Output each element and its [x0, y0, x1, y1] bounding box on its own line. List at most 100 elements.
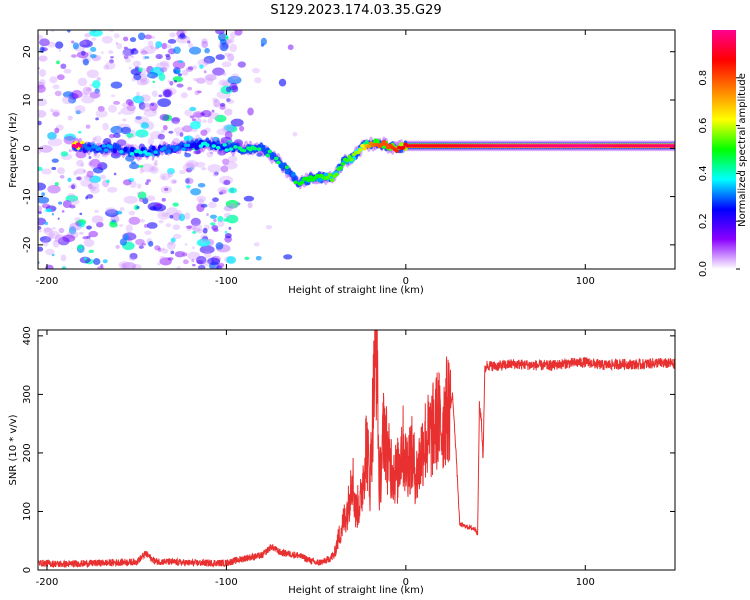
heatmap-cell: [139, 77, 150, 85]
heatmap-cell: [146, 222, 158, 229]
heatmap-cell: [46, 234, 54, 241]
heatmap-cell: [140, 50, 148, 55]
heatmap-cell: [146, 179, 151, 183]
heatmap-cell: [51, 158, 59, 163]
heatmap-cell: [224, 36, 229, 40]
snr-series-line: [38, 330, 675, 569]
heatmap-cell: [93, 152, 101, 159]
heatmap-cell: [63, 68, 72, 74]
heatmap-cell: [38, 55, 48, 62]
x-tick-label: 100: [576, 276, 595, 287]
heatmap-cell: [118, 261, 131, 269]
heatmap-cell: [195, 161, 206, 168]
heatmap-cell: [161, 247, 165, 251]
heatmap-cell: [55, 41, 64, 49]
heatmap-cell: [123, 195, 138, 204]
heatmap-cell: [189, 115, 195, 119]
x-tick-label: 0: [403, 276, 409, 287]
heatmap-cell: [142, 46, 156, 55]
heatmap-cell: [99, 174, 106, 180]
heatmap-cell: [71, 40, 75, 44]
heatmap-ridge-cell: [293, 175, 298, 183]
heatmap-ridge-cell: [224, 148, 229, 152]
heatmap-ridge-cell: [330, 178, 335, 182]
heatmap-cell: [229, 43, 238, 53]
heatmap-x-axis: -200 -100 0 100: [36, 30, 595, 287]
heatmap-cell: [173, 80, 178, 83]
heatmap-cell: [199, 236, 209, 243]
heatmap-cell: [76, 159, 84, 167]
heatmap-cell: [89, 158, 101, 167]
heatmap-cell: [62, 91, 75, 98]
heatmap-cell: [110, 125, 123, 134]
heatmap-cell: [137, 191, 147, 200]
heatmap-cell: [45, 248, 55, 256]
heatmap-cell: [136, 91, 140, 96]
heatmap-cell: [152, 80, 156, 84]
heatmap-cell: [38, 217, 47, 226]
heatmap-cell: [118, 224, 124, 227]
heatmap-cell: [125, 224, 133, 233]
heatmap-cell: [161, 212, 169, 218]
heatmap-cell: [122, 118, 127, 122]
figure-title: S129.2023.174.03.35.G29: [270, 3, 441, 18]
heatmap-cell: [212, 197, 219, 203]
heatmap-cell: [94, 88, 100, 94]
heatmap-cell: [52, 84, 60, 90]
heatmap-cell: [227, 53, 235, 62]
heatmap-ridge-cell: [338, 165, 344, 170]
heatmap-cell: [210, 222, 216, 226]
heatmap-cell: [107, 186, 118, 193]
heatmap-ridge-cell: [394, 149, 400, 153]
heatmap-cell: [260, 37, 267, 46]
heatmap-cell: [251, 67, 260, 74]
heatmap-cell: [38, 196, 50, 204]
heatmap-cell: [95, 109, 108, 118]
heatmap-cell: [77, 77, 88, 87]
heatmap-cell: [229, 82, 238, 91]
heatmap-cell: [173, 46, 181, 54]
y-tick-label: 0: [22, 567, 33, 573]
heatmap-cell: [158, 219, 164, 224]
heatmap-ridge-cell: [101, 144, 107, 148]
heatmap-cell: [197, 265, 206, 269]
heatmap-cell: [80, 92, 88, 97]
heatmap-cell: [234, 30, 243, 36]
heatmap-cell: [197, 182, 206, 188]
heatmap-cell: [125, 99, 133, 106]
heatmap-cell: [189, 166, 194, 171]
heatmap-cell: [216, 265, 223, 269]
heatmap-cell: [97, 266, 104, 269]
heatmap-cell: [202, 119, 207, 124]
heatmap-cell: [38, 34, 44, 40]
heatmap-ridge-cell: [241, 148, 247, 153]
heatmap-cell: [146, 195, 156, 202]
heatmap-cell: [224, 230, 228, 234]
heatmap-cell: [129, 252, 138, 260]
heatmap-cell: [220, 165, 229, 173]
heatmap-cell: [39, 68, 47, 77]
heatmap-cell: [185, 160, 199, 168]
heatmap-cell: [189, 106, 197, 112]
heatmap-cell: [177, 73, 182, 77]
heatmap-ridge-cell: [306, 178, 311, 183]
heatmap-cell: [101, 152, 109, 158]
heatmap-cell: [172, 202, 179, 207]
heatmap-cell: [86, 69, 99, 79]
heatmap-cell: [144, 34, 153, 40]
heatmap-cell: [91, 90, 101, 99]
heatmap-cell: [169, 214, 174, 219]
heatmap-ridge-cell: [299, 180, 305, 185]
heatmap-cell: [94, 209, 99, 214]
y-tick-label: 200: [22, 443, 33, 462]
heatmap-cell: [204, 127, 211, 133]
heatmap-cell: [228, 187, 238, 194]
heatmap-cell: [227, 202, 239, 209]
heatmap-cell: [168, 130, 174, 134]
heatmap-ridge-cell: [175, 145, 180, 150]
heatmap-cell: [292, 131, 298, 137]
heatmap-cell: [58, 49, 62, 52]
heatmap-ridge-cell: [340, 162, 346, 166]
heatmap-cell: [139, 134, 144, 138]
heatmap-cell: [128, 257, 135, 261]
